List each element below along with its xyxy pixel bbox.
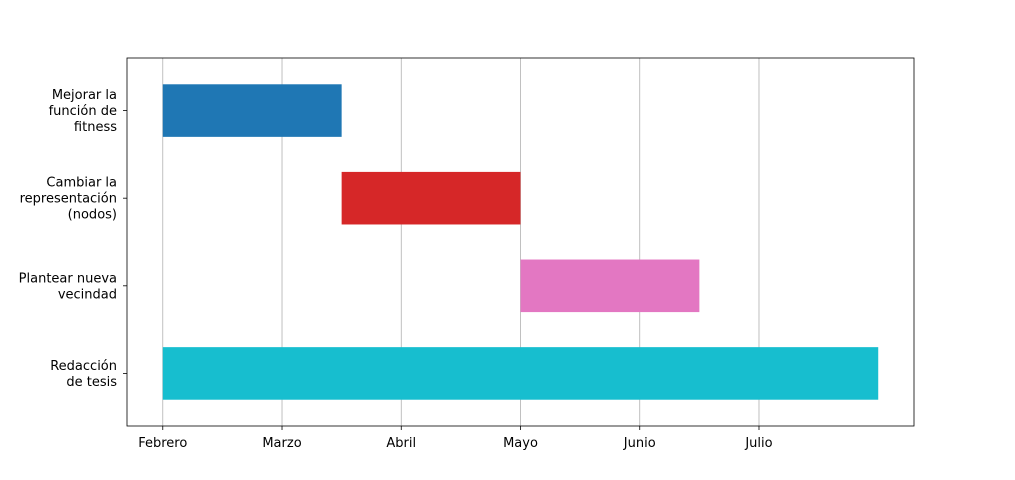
x-tick-label: Febrero bbox=[138, 436, 187, 451]
task-label-line: Redacción bbox=[50, 359, 117, 374]
task-label-line: vecindad bbox=[58, 287, 117, 302]
task-bar-1 bbox=[341, 171, 521, 225]
x-tick-label: Marzo bbox=[262, 436, 301, 451]
x-tick-label: Abril bbox=[386, 436, 416, 451]
task-label-line: de tesis bbox=[66, 375, 117, 390]
task-label-line: Plantear nueva bbox=[19, 271, 117, 286]
task-label-line: Cambiar la bbox=[46, 176, 117, 191]
x-tick-label: Mayo bbox=[503, 436, 538, 451]
task-bar-3 bbox=[162, 347, 879, 400]
x-axis-ticks: Febrero Marzo Abril Mayo Junio Julio bbox=[138, 426, 773, 451]
task-label-line: (nodos) bbox=[68, 208, 117, 223]
task-bars bbox=[162, 84, 879, 400]
x-tick-label: Junio bbox=[623, 436, 656, 451]
task-label-line: representación bbox=[20, 192, 117, 207]
task-label-line: función de bbox=[49, 104, 117, 119]
task-label-line: Mejorar la bbox=[52, 88, 117, 103]
task-label-line: fitness bbox=[74, 120, 117, 135]
task-bar-2 bbox=[520, 259, 700, 313]
x-tick-label: Julio bbox=[744, 436, 772, 451]
task-bar-0 bbox=[162, 84, 342, 137]
